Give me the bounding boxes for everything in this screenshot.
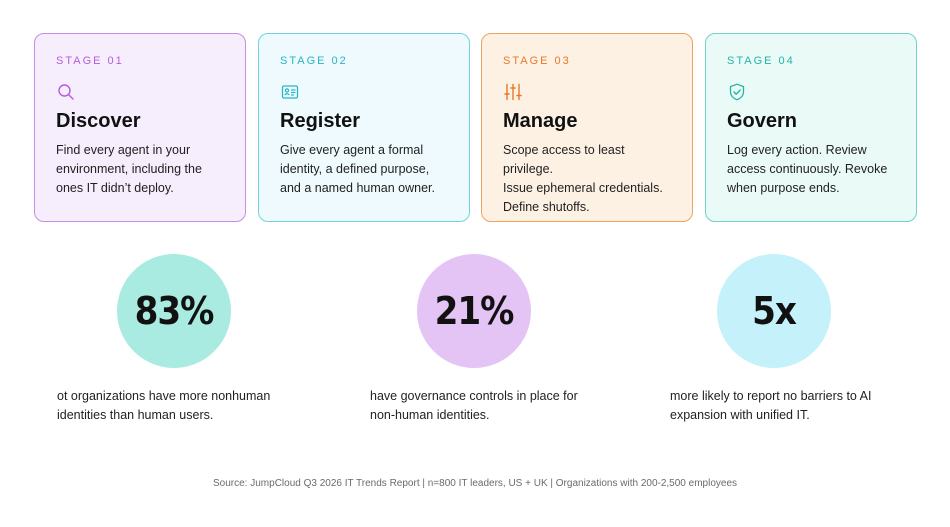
source-footnote: Source: JumpCloud Q3 2026 IT Trends Repo… [213, 478, 737, 489]
stage-title: Register [280, 110, 361, 132]
stage-description-line: Define shutoffs. [503, 200, 590, 214]
stages-row: STAGE 01 Discover Find every agent in yo… [34, 33, 917, 222]
stage-title: Discover [56, 110, 141, 132]
stage-label: STAGE 01 [56, 55, 124, 67]
stage-description-line: and a named human owner. [280, 181, 435, 195]
stage-label: STAGE 03 [503, 55, 571, 67]
stage-card-manage: STAGE 03 Manage Scope access to least pr… [481, 33, 693, 222]
stat-caption: have governance controls in place for no… [370, 387, 610, 425]
stage-description: Find every agent in your environment, in… [56, 141, 225, 198]
stage-title: Govern [727, 110, 798, 132]
stage-card-register: STAGE 02 Register Give every agent a for… [258, 33, 470, 222]
stat-caption: more likely to report no barriers to AI … [670, 387, 910, 425]
stat-caption-line: more likely to report no barriers to AI [670, 389, 872, 403]
shield-check-icon [729, 83, 745, 101]
stat-caption-line: non-human identities. [370, 408, 490, 422]
stage-label: STAGE 02 [280, 55, 348, 67]
stat-caption-line: identities than human users. [57, 408, 214, 422]
stage-label: STAGE 04 [727, 55, 795, 67]
stat-caption-line: have governance controls in place for [370, 389, 578, 403]
stage-description-line: Issue ephemeral credentials. [503, 181, 663, 195]
stage-description: Scope access to least privilege. Issue e… [503, 141, 672, 217]
stage-description-line: access continuously. Revoke [727, 162, 888, 176]
stage-description-line: when purpose ends. [727, 181, 840, 195]
stage-title: Manage [503, 110, 578, 132]
stage-description: Log every action. Review access continuo… [727, 141, 896, 198]
stage-description-line: environment, including the [56, 162, 202, 176]
stage-description-line: Give every agent a formal [280, 143, 424, 157]
stage-description-line: identity, a defined purpose, [280, 162, 430, 176]
stat-caption-line: expansion with unified IT. [670, 408, 810, 422]
sliders-icon [504, 83, 522, 101]
stage-description-line: ones IT didn’t deploy. [56, 181, 174, 195]
stat-circle-83-percent: 83% [117, 254, 231, 368]
id-card-icon [281, 85, 299, 99]
stat-circle-21-percent: 21% [417, 254, 531, 368]
stage-description-line: Log every action. Review [727, 143, 867, 157]
search-icon [58, 84, 74, 100]
stage-card-discover: STAGE 01 Discover Find every agent in yo… [34, 33, 246, 222]
stat-circle-5x: 5x [717, 254, 831, 368]
stage-card-govern: STAGE 04 Govern Log every action. Review… [705, 33, 917, 222]
stat-caption-line: ot organizations have more nonhuman [57, 389, 271, 403]
stat-caption: ot organizations have more nonhuman iden… [57, 387, 297, 425]
stage-description-line: Scope access to least privilege. [503, 143, 625, 176]
stage-description: Give every agent a formal identity, a de… [280, 141, 449, 198]
stage-description-line: Find every agent in your [56, 143, 191, 157]
